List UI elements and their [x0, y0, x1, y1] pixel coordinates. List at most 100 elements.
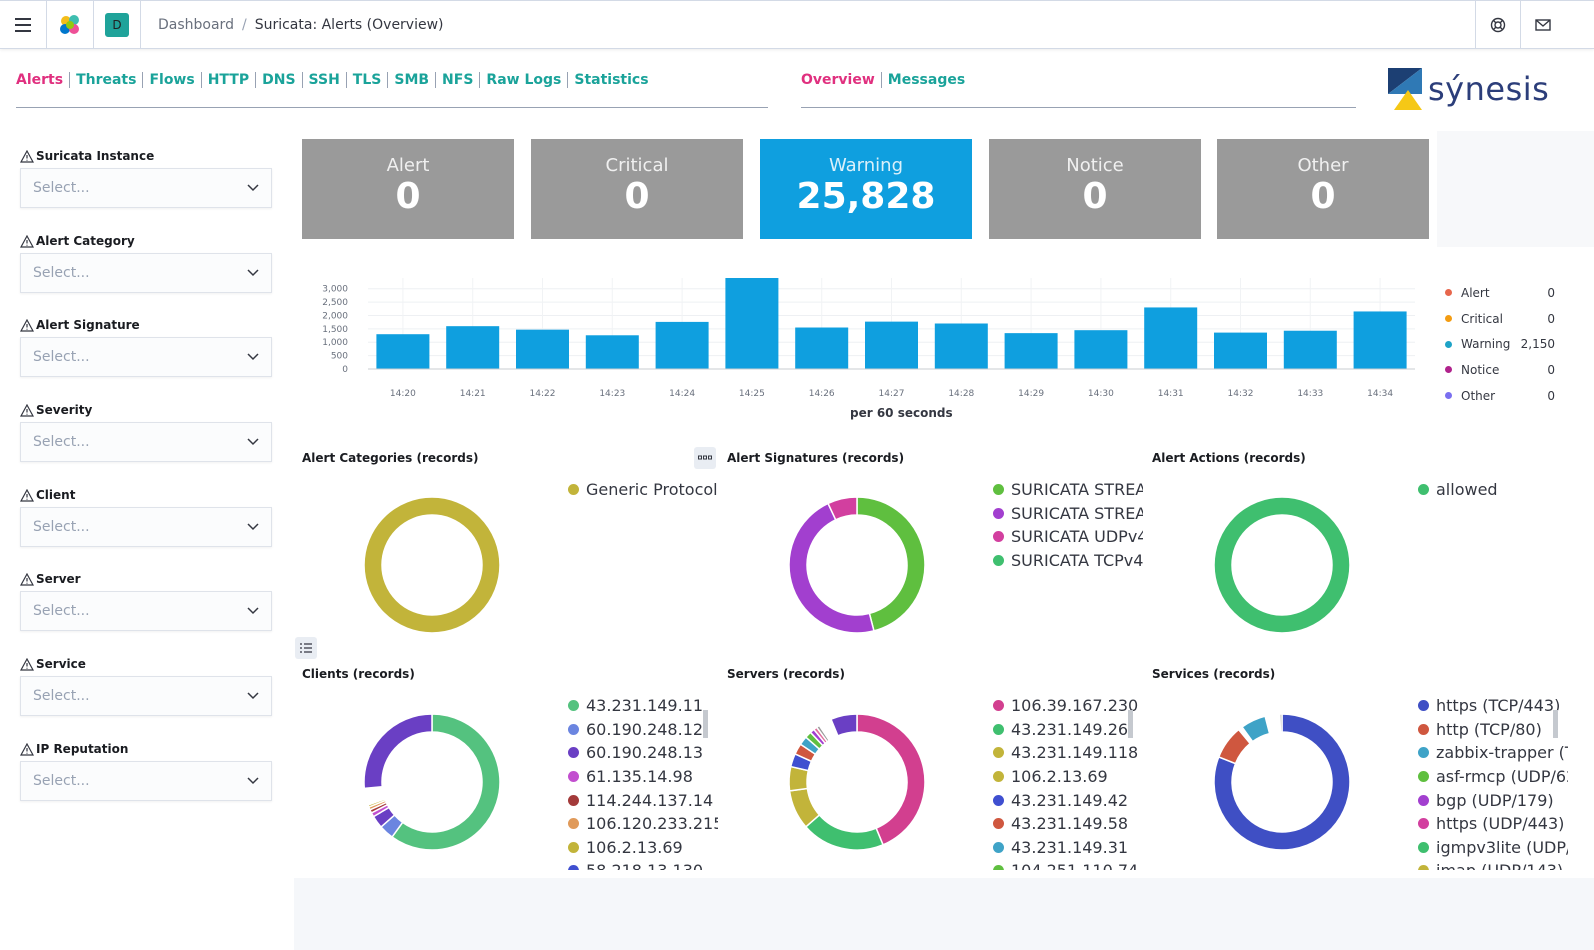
metric-tile-critical[interactable]: Critical 0	[531, 139, 743, 239]
histogram-bar[interactable]	[934, 323, 988, 370]
histogram-bar[interactable]	[725, 278, 779, 369]
histogram-bar[interactable]	[1144, 307, 1198, 369]
legend-scrollbar[interactable]	[703, 710, 708, 738]
nav-tab-tls[interactable]: TLS	[345, 72, 388, 88]
legend-item[interactable]: 60.190.248.12	[568, 718, 718, 742]
menu-toggle-button[interactable]	[0, 1, 46, 49]
nav-tab-messages[interactable]: Messages	[880, 72, 971, 88]
metric-tile-other[interactable]: Other 0	[1217, 139, 1429, 239]
metric-tile-notice[interactable]: Notice 0	[989, 139, 1201, 239]
space-selector-button[interactable]: D	[94, 1, 140, 49]
help-button[interactable]	[1476, 1, 1520, 49]
donut-slice[interactable]	[1213, 496, 1351, 634]
histogram-bar[interactable]	[795, 327, 849, 369]
nav-tab-alerts[interactable]: Alerts	[16, 72, 64, 88]
server-select[interactable]: Select...	[20, 591, 272, 631]
histogram-bar[interactable]	[376, 334, 430, 369]
legend-item[interactable]: http (TCP/80)	[1418, 718, 1568, 742]
client-select[interactable]: Select...	[20, 507, 272, 547]
legend-item[interactable]: bgp (UDP/179)	[1418, 788, 1568, 812]
legend-item[interactable]: zabbix-trapper (TC...	[1418, 741, 1568, 765]
histogram-bar[interactable]	[1004, 333, 1058, 369]
donut-slice[interactable]	[804, 813, 885, 851]
donut-slice[interactable]	[1279, 713, 1283, 733]
legend-item-critical[interactable]: Critical 0	[1445, 306, 1555, 332]
legend-item[interactable]: SURICATA STREAM ...	[993, 502, 1143, 526]
nav-tab-flows[interactable]: Flows	[142, 72, 200, 88]
histogram-bar[interactable]	[1283, 330, 1337, 369]
legend-item[interactable]: 106.120.233.215	[568, 812, 718, 836]
metric-tile-alert[interactable]: Alert 0	[302, 139, 514, 239]
legend-scrollbar[interactable]	[1553, 710, 1558, 738]
histogram-bar[interactable]	[516, 329, 569, 369]
alert-signature-select[interactable]: Select...	[20, 337, 272, 377]
legend-item[interactable]: 106.2.13.69	[993, 765, 1143, 789]
panel-options-button[interactable]	[694, 447, 716, 469]
legend-item[interactable]: 43.231.149.42	[993, 788, 1143, 812]
donut-slice[interactable]	[390, 713, 501, 851]
donut-slice[interactable]	[363, 496, 501, 634]
histogram-bar[interactable]	[446, 326, 500, 369]
legend-item[interactable]: asf-rmcp (UDP/623)	[1418, 765, 1568, 789]
donut-slice[interactable]	[1240, 715, 1271, 743]
donut-slice[interactable]	[1217, 728, 1252, 765]
nav-tab-raw-logs[interactable]: Raw Logs	[479, 72, 567, 88]
legend-item[interactable]: 58.218.13.130	[568, 859, 718, 870]
donut-slice[interactable]	[815, 724, 831, 743]
histogram-bar[interactable]	[1074, 330, 1128, 369]
donut-slice[interactable]	[1213, 713, 1351, 851]
newsfeed-button[interactable]	[1521, 1, 1565, 49]
legend-item[interactable]: 61.135.14.98	[568, 765, 718, 789]
histogram-bar[interactable]	[865, 321, 918, 369]
legend-item[interactable]: 114.244.137.14	[568, 788, 718, 812]
legend-item-other[interactable]: Other 0	[1445, 383, 1555, 409]
legend-item[interactable]: SURICATA TCPv4 in...	[993, 549, 1143, 573]
toggle-legend-button[interactable]	[295, 637, 317, 659]
legend-item-warning[interactable]: Warning 2,150	[1445, 331, 1555, 357]
legend-item[interactable]: SURICATA UDPv4 in...	[993, 525, 1143, 549]
service-select[interactable]: Select...	[20, 676, 272, 716]
donut-slice[interactable]	[363, 713, 433, 790]
nav-tab-statistics[interactable]: Statistics	[567, 72, 654, 88]
nav-tab-dns[interactable]: DNS	[255, 72, 301, 88]
legend-item-alert[interactable]: Alert 0	[1445, 280, 1555, 306]
donut-slice[interactable]	[856, 496, 926, 632]
histogram-bar[interactable]	[1214, 332, 1267, 369]
legend-scrollbar[interactable]	[1128, 710, 1133, 738]
ip-reputation-select[interactable]: Select...	[20, 761, 272, 801]
severity-select[interactable]: Select...	[20, 422, 272, 462]
legend-item[interactable]: 43.231.149.26	[993, 718, 1143, 742]
legend-item[interactable]: https (UDP/443)	[1418, 812, 1568, 836]
legend-item[interactable]: SURICATA STREAM ...	[993, 478, 1143, 502]
legend-item[interactable]: 43.231.149.118	[993, 741, 1143, 765]
donut-slice[interactable]	[856, 713, 926, 846]
nav-tab-smb[interactable]: SMB	[387, 72, 435, 88]
suricata-instance-select[interactable]: Select...	[20, 168, 272, 208]
kibana-logo-button[interactable]	[47, 1, 93, 49]
legend-item[interactable]: igmpv3lite (UDP/4...	[1418, 836, 1568, 860]
legend-item[interactable]: 43.231.149.31	[993, 836, 1143, 860]
nav-tab-overview[interactable]: Overview	[801, 72, 875, 88]
nav-tab-http[interactable]: HTTP	[200, 72, 255, 88]
alert-category-select[interactable]: Select...	[20, 253, 272, 293]
donut-slice[interactable]	[367, 797, 387, 809]
nav-tab-ssh[interactable]: SSH	[301, 72, 346, 88]
donut-slice[interactable]	[829, 713, 858, 737]
legend-item-notice[interactable]: Notice 0	[1445, 357, 1555, 383]
histogram-bar[interactable]	[1353, 311, 1407, 369]
nav-tab-threats[interactable]: Threats	[69, 72, 142, 88]
legend-item[interactable]: 106.39.167.230	[993, 694, 1143, 718]
legend-item[interactable]: 60.190.248.13	[568, 741, 718, 765]
histogram-bar[interactable]	[585, 335, 639, 369]
legend-item[interactable]: https (TCP/443)	[1418, 694, 1568, 718]
breadcrumb-dashboard-link[interactable]: Dashboard	[158, 17, 234, 33]
legend-item[interactable]: 43.231.149.11	[568, 694, 718, 718]
metric-tile-warning[interactable]: Warning 25,828	[760, 139, 972, 239]
histogram-bar[interactable]	[655, 321, 709, 369]
donut-slice[interactable]	[827, 496, 858, 521]
legend-item[interactable]: 43.231.149.58	[993, 812, 1143, 836]
legend-item[interactable]: allowed	[1418, 478, 1568, 502]
legend-item[interactable]: Generic Protocol Co...	[568, 478, 718, 502]
legend-item[interactable]: imap (UDP/143)	[1418, 859, 1568, 870]
nav-tab-nfs[interactable]: NFS	[435, 72, 479, 88]
